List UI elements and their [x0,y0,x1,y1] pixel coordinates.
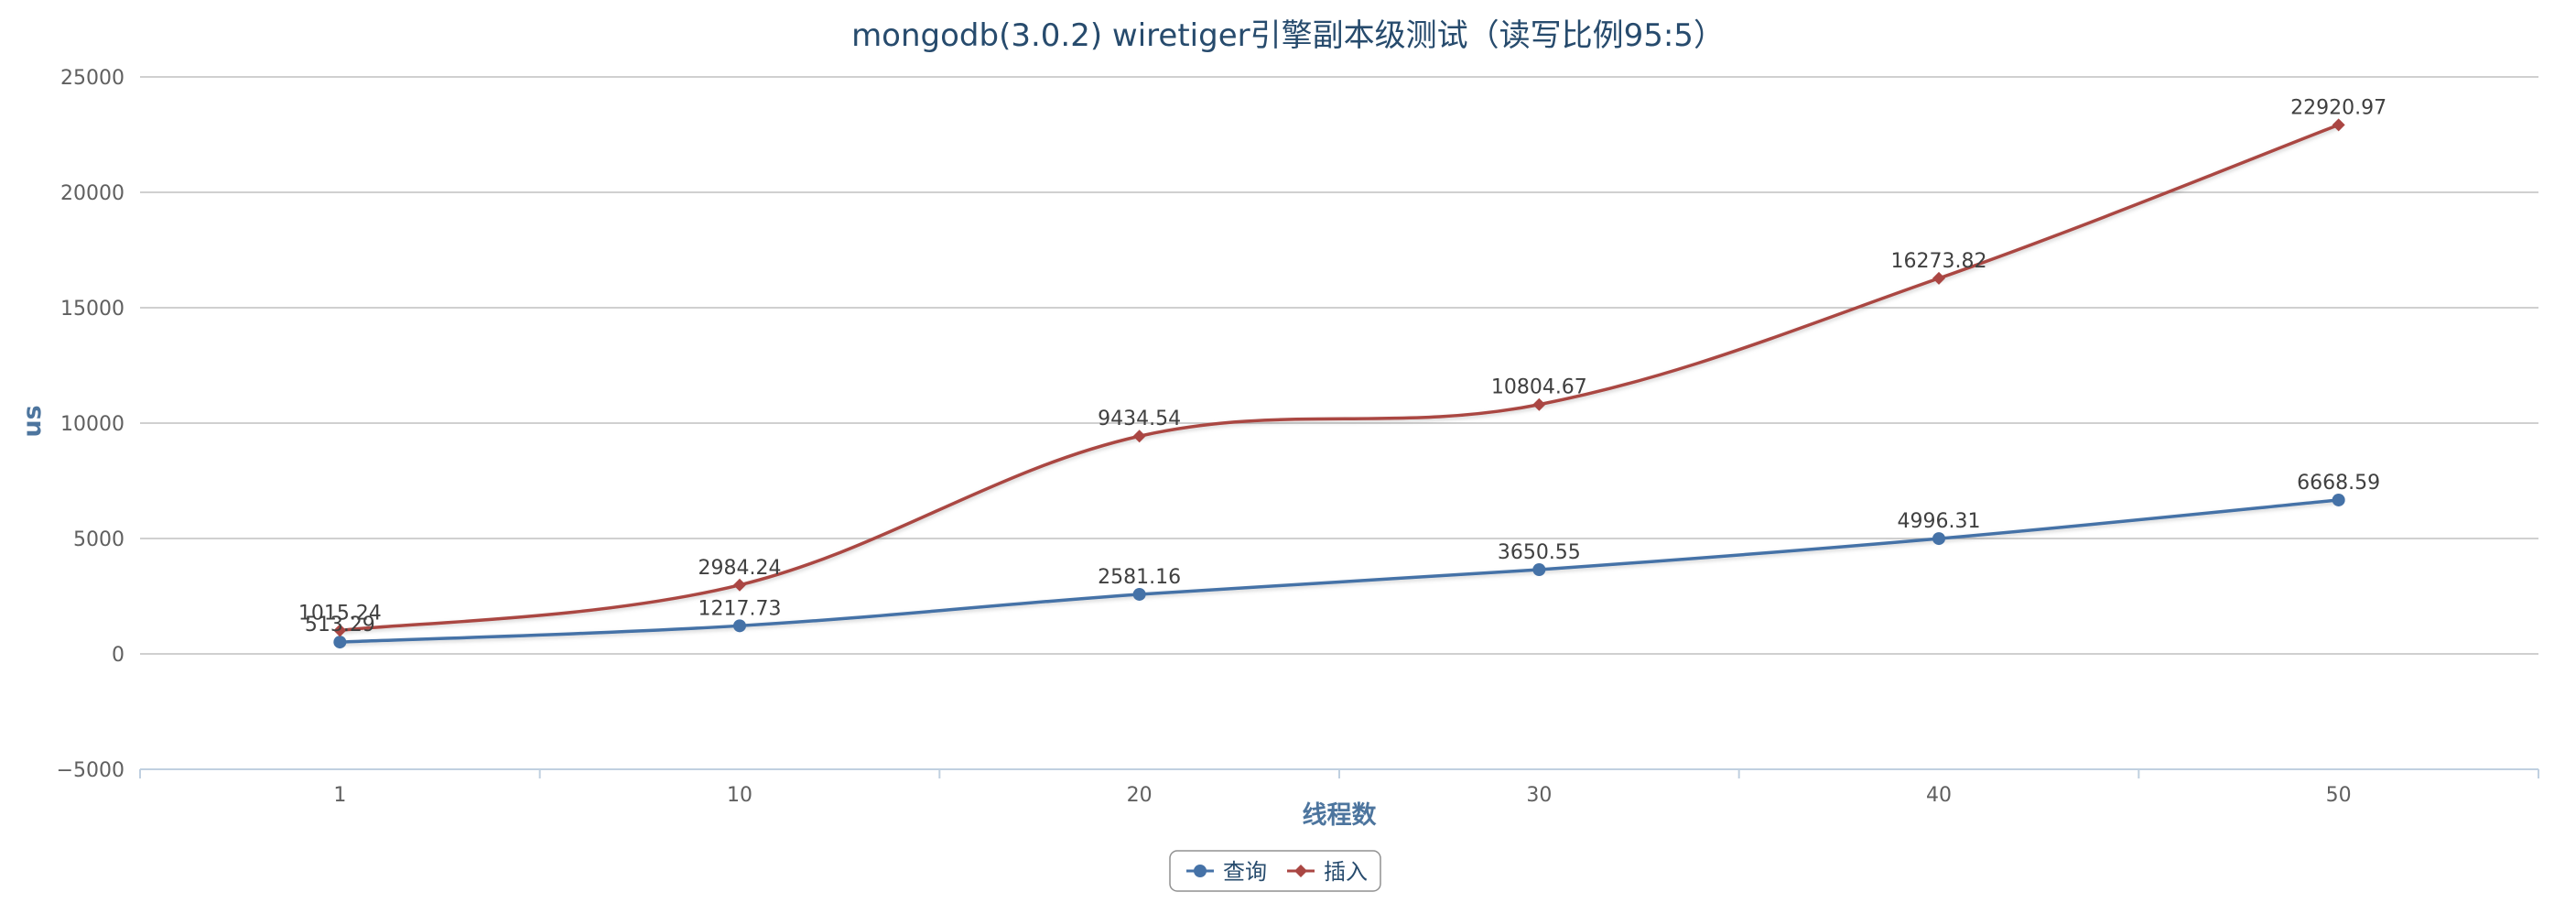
series-1-line [340,498,2339,644]
y-tick-label: 10000 [60,413,124,436]
y-tick-label: 25000 [60,67,124,90]
y-tick-label: 20000 [60,182,124,205]
series-2-point[interactable] [1532,397,1546,411]
series-1-point[interactable] [2332,493,2345,506]
series-1-point[interactable] [333,636,347,649]
y-tick-label: −5000 [57,759,124,782]
legend-diamond-marker [1294,865,1307,877]
legend-label: 查询 [1223,859,1267,885]
y-tick-label: 0 [112,644,124,667]
series-1-data-label: 2581.16 [1098,566,1181,589]
x-tick-label: 40 [1926,784,1952,807]
series-2-data-label: 22920.97 [2290,96,2387,119]
chart-title: mongodb(3.0.2) wiretiger引擎副本级测试（读写比例95:5… [851,17,1725,54]
series-1-data-label: 4996.31 [1898,510,1981,533]
legend-label: 插入 [1324,859,1368,885]
series-2-data-label: 9434.54 [1098,408,1181,430]
series-2-point[interactable] [1932,271,1945,285]
x-tick-label: 1 [333,784,346,807]
series-2-point[interactable] [2332,118,2345,132]
series-1-point[interactable] [733,619,746,633]
legend-box [1169,850,1381,892]
legend-circle-marker [1194,865,1207,877]
y-tick-label: 15000 [60,298,124,321]
series-2-point[interactable] [733,578,746,592]
x-axis-title: 线程数 [1303,801,1378,830]
data-labels: 513.29 1217.73 2581.16 3650.55 4996.31 6668.5… [298,96,2387,636]
series-1-data-label: 3650.55 [1498,541,1581,564]
series-1-point[interactable] [1532,563,1546,577]
series-1-point[interactable] [1132,587,1146,601]
legend-item-series-1[interactable]: 查询 [1186,859,1267,885]
x-tick-label: 10 [727,784,752,807]
legend-item-series-2[interactable]: 插入 [1287,859,1368,885]
series-1-point[interactable] [1932,532,1945,546]
grid-lines: −5000 0 5000 10000 15000 20000 25000 [57,67,2538,782]
series-2-point[interactable] [1132,430,1146,443]
x-tick-label: 20 [1127,784,1153,807]
x-tick-label: 50 [2326,784,2352,807]
x-tick-label: 30 [1526,784,1552,807]
series-1-data-label: 1217.73 [698,597,782,620]
y-axis-title: us [18,405,47,437]
series-2-data-label: 1015.24 [298,602,382,625]
axes: 1 10 20 30 40 50 [139,768,2539,807]
series-2-data-label: 16273.82 [1891,250,1987,273]
y-tick-label: 5000 [73,528,124,551]
series-2-data-label: 2984.24 [698,557,782,580]
series-1-data-label: 6668.59 [2297,472,2380,495]
series-2-data-label: 10804.67 [1491,376,1587,399]
series-1-data-label: 513.29 [305,614,375,636]
series-lines [333,118,2345,649]
series-2-point[interactable] [333,624,347,637]
legend: 查询 插入 [1169,850,1381,892]
series-2-line [340,123,2340,633]
